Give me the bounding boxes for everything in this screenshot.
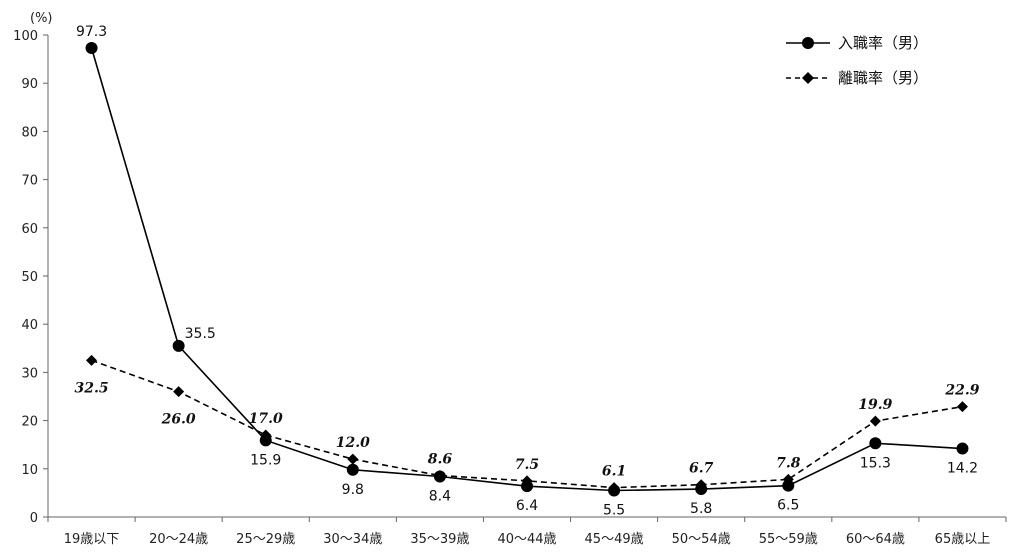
hire-rate-data-label: 9.8 xyxy=(342,482,364,498)
x-tick-label: 20～24歳 xyxy=(149,532,208,547)
x-tick-label: 30～34歳 xyxy=(323,532,382,547)
x-tick-label: 60～64歳 xyxy=(846,532,905,547)
y-tick-label: 10 xyxy=(21,463,38,478)
separation-rate-point xyxy=(608,482,620,494)
data-labels: 97.3 35.5 15.9 9.8 8.4 6.4 5.5 5.8 6.5 15.3 14.2 32… xyxy=(74,24,979,518)
x-tick-label: 50～54歳 xyxy=(672,532,731,547)
x-axis-ticks: 19歳以下 20～24歳 25～29歳 30～34歳 35～39歳 40～44歳 45～49… xyxy=(47,517,1007,547)
legend: 入職率（男） 離職率（男） xyxy=(786,34,928,87)
hire-rate-point xyxy=(869,437,882,450)
separation-rate-data-label: 32.5 xyxy=(74,380,108,396)
y-tick-label: 40 xyxy=(21,318,38,333)
separation-rate-data-label: 12.0 xyxy=(336,435,370,451)
chart-axes xyxy=(47,35,1006,518)
hire-rate-data-label: 14.2 xyxy=(947,461,978,477)
hire-rate-data-label: 15.9 xyxy=(250,452,281,468)
y-tick-label: 20 xyxy=(21,415,38,430)
series-lines xyxy=(90,47,963,492)
separation-rate-data-label: 22.9 xyxy=(944,383,979,399)
hire-rate-point xyxy=(782,479,795,492)
separation-rate-point xyxy=(434,470,446,482)
legend-marker-hire xyxy=(802,37,814,49)
separation-rate-point xyxy=(173,386,185,398)
y-tick-label: 30 xyxy=(21,366,38,381)
separation-rate-point xyxy=(260,429,272,441)
hire-rate-data-label: 5.8 xyxy=(690,501,712,517)
legend-label-hire: 入職率（男） xyxy=(838,34,928,52)
hire-rate-data-label: 6.5 xyxy=(777,498,799,514)
separation-rate-point xyxy=(869,415,881,427)
hire-rate-point xyxy=(85,42,98,55)
hire-rate-line xyxy=(90,47,963,492)
y-tick-label: 80 xyxy=(21,125,38,140)
hire-rate-data-label: 97.3 xyxy=(76,24,107,40)
separation-rate-point xyxy=(347,453,359,465)
separation-rate-point xyxy=(956,401,968,413)
hire-rate-data-label: 8.4 xyxy=(429,489,451,505)
x-tick-label: 45～49歳 xyxy=(585,532,644,547)
x-tick-label: 55～59歳 xyxy=(759,532,818,547)
separation-rate-data-label: 19.9 xyxy=(858,397,892,413)
y-tick-label: 90 xyxy=(21,77,38,92)
y-tick-label: 100 xyxy=(13,29,38,44)
separation-rate-point xyxy=(695,479,707,491)
separation-rate-line xyxy=(91,359,963,489)
x-tick-label: 35～39歳 xyxy=(410,532,469,547)
y-tick-label: 70 xyxy=(21,174,38,189)
separation-rate-data-label: 7.5 xyxy=(515,457,539,473)
separation-rate-point xyxy=(86,354,98,366)
legend-item-separation: 離職率（男） xyxy=(786,69,928,87)
separation-rate-point xyxy=(521,475,533,487)
x-tick-label: 25～29歳 xyxy=(236,532,295,547)
x-tick-label: 40～44歳 xyxy=(497,532,556,547)
hire-rate-data-label: 35.5 xyxy=(185,326,216,342)
legend-marker-separation xyxy=(802,72,814,84)
separation-rate-data-label: 17.0 xyxy=(249,411,283,427)
legend-item-hire: 入職率（男） xyxy=(786,34,928,52)
separation-rate-data-label: 26.0 xyxy=(161,412,196,428)
y-axis-unit-label: (%) xyxy=(30,11,53,26)
x-tick-label: 65歳以上 xyxy=(935,532,991,547)
hire-rate-point xyxy=(172,339,185,352)
hire-rate-data-label: 5.5 xyxy=(603,502,625,518)
legend-label-separation: 離職率（男） xyxy=(838,69,928,87)
hire-rate-point xyxy=(956,442,969,455)
y-tick-label: 60 xyxy=(21,222,38,237)
separation-rate-point xyxy=(782,473,794,485)
series-markers xyxy=(85,42,969,497)
hire-rate-data-label: 6.4 xyxy=(516,498,538,514)
y-axis-ticks: 0 10 20 30 40 50 60 70 80 90 100 xyxy=(13,29,48,526)
separation-rate-data-label: 6.1 xyxy=(602,464,626,480)
x-tick-label: 19歳以下 xyxy=(64,532,120,547)
hire-rate-data-label: 15.3 xyxy=(860,455,891,471)
separation-rate-data-label: 7.8 xyxy=(776,455,801,471)
hire-rate-point xyxy=(346,463,359,476)
separation-rate-data-label: 8.6 xyxy=(428,452,453,468)
y-tick-label: 50 xyxy=(21,270,38,285)
separation-rate-data-label: 6.7 xyxy=(689,461,714,477)
y-tick-label: 0 xyxy=(30,511,38,526)
